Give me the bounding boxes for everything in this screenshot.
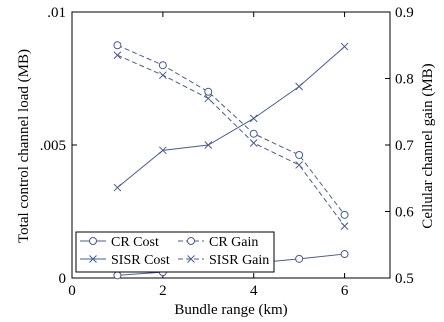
series-line-cr-gain: [117, 44, 345, 216]
data-point-cr-gain: [204, 87, 213, 96]
legend-label: SISR Gain: [209, 253, 269, 268]
y2-tick-label: 0.8: [395, 72, 414, 88]
y2-tick-label: 0.5: [395, 271, 414, 287]
legend-label: CR Cost: [111, 235, 159, 250]
x-tick-label: 6: [341, 283, 349, 299]
y2-tick-label: 0.7: [395, 138, 414, 154]
data-point-cr-gain: [249, 129, 258, 138]
x-tick-label: 0: [68, 283, 76, 299]
data-point-cr-cost: [295, 254, 304, 263]
data-point-sisr-gain: [204, 94, 213, 103]
legend-item-cr-cost: CR Cost: [80, 235, 159, 250]
legend-marker: [89, 255, 97, 263]
legend-marker: [89, 237, 97, 245]
data-point-sisr-cost: [249, 114, 258, 123]
y-tick-label: .01: [47, 5, 66, 21]
data-point-sisr-cost: [113, 183, 122, 192]
legend-item-cr-gain: CR Gain: [178, 235, 258, 250]
data-point-sisr-gain: [295, 161, 303, 169]
legend: CR Cost SISR Cost CR Gain SISR Gain: [75, 231, 275, 273]
y2-axis-title: Cellular channel gain (MB): [420, 63, 436, 228]
y2-tick-label: 0.6: [395, 205, 414, 221]
data-point-sisr-cost: [295, 82, 303, 91]
x-tick-label: 4: [250, 283, 258, 299]
legend-marker: [187, 237, 195, 245]
y-axis-title: Total control channel load (MB): [16, 49, 32, 243]
data-point-sisr-gain: [249, 139, 258, 147]
data-point-cr-cost: [340, 250, 349, 259]
series-sisr-gain: [113, 51, 349, 230]
data-point-cr-cost: [113, 271, 122, 280]
data-point-sisr-gain: [113, 51, 122, 60]
series-line-sisr-gain: [117, 54, 345, 227]
data-point-sisr-gain: [159, 71, 167, 80]
series-cr-gain: [113, 41, 349, 219]
data-point-sisr-cost: [340, 42, 349, 51]
data-point-cr-gain: [113, 41, 122, 50]
data-point-sisr-cost: [159, 146, 167, 155]
y-tick-label: 0: [59, 271, 67, 287]
legend-item-sisr-cost: SISR Cost: [80, 253, 170, 268]
series-line-sisr-cost: [117, 46, 345, 188]
series-sisr-cost: [113, 42, 349, 192]
data-point-cr-gain: [295, 150, 304, 159]
data-point-cr-gain: [158, 61, 167, 70]
y2-tick-label: 0.9: [395, 5, 414, 21]
legend-item-sisr-gain: SISR Gain: [178, 253, 269, 268]
legend-label: CR Gain: [209, 235, 258, 250]
axis-ticks: 0 2 4 6 0 .005 .01 0.5 0.6 0.7 0.8 0.9: [40, 5, 415, 299]
data-point-sisr-gain: [340, 222, 349, 230]
x-axis-title: Bundle range (km): [174, 302, 287, 318]
y-tick-label: .005: [40, 138, 66, 154]
legend-label: SISR Cost: [111, 253, 170, 268]
legend-marker: [187, 255, 195, 263]
data-point-cr-gain: [340, 210, 349, 219]
x-tick-label: 2: [159, 283, 167, 299]
legend-box: [75, 231, 275, 273]
data-point-sisr-cost: [204, 141, 213, 149]
